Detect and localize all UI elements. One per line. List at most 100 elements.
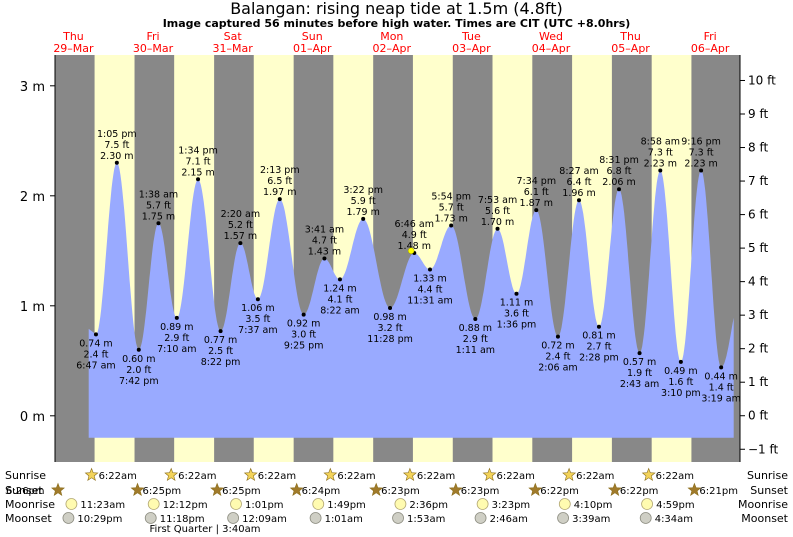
tide-event-time: 1:34 pm [178, 145, 218, 156]
tide-event-height: 1.43 m [308, 247, 341, 258]
row-label-right: Moonrise [738, 498, 788, 511]
moonrise-icon [394, 498, 407, 510]
moonrise-icon [476, 498, 489, 510]
moonrise-icon [312, 498, 325, 510]
tide-event-ft: 3.0 ft [291, 330, 316, 341]
tide-event-time: 2:20 am [221, 209, 260, 220]
sunset-time: 6:23pm [381, 486, 420, 497]
tide-event-height: 1.06 m [241, 303, 274, 314]
tide-event-time: 2:06 am [538, 363, 577, 374]
y-tick-label-ft: 2 ft [748, 342, 768, 356]
tide-event-time: 8:27 am [559, 166, 598, 177]
tide-event-time: 8:22 pm [201, 357, 241, 368]
moonrise-icon [65, 498, 78, 510]
tide-event-height: 1.33 m [413, 274, 446, 285]
y-tick-label-ft: −1 ft [748, 442, 779, 456]
chart-title: Balangan: rising neap tide at 1.5m (4.8f… [230, 0, 563, 18]
tide-event-dot [277, 197, 282, 202]
moonset-icon [474, 512, 487, 524]
tide-event-dot [136, 347, 141, 352]
sunset-icon [528, 482, 543, 496]
moonset-icon [639, 512, 652, 524]
tide-event-dot [301, 312, 306, 317]
moonset-time: 1:53am [407, 514, 445, 525]
tide-event-height: 1.70 m [481, 217, 514, 228]
day-label-date: 05–Apr [611, 42, 650, 55]
tide-event-time: 7:42 pm [119, 376, 159, 387]
sunset-time: 6:22pm [620, 486, 659, 497]
moonset-time: 4:34am [655, 514, 693, 525]
sunrise-icon [243, 467, 258, 481]
tide-event-height: 1.79 m [346, 207, 379, 218]
moonrise-time: 3:23pm [492, 500, 531, 511]
moonrise-icon [641, 498, 653, 510]
tide-event-height: 1.87 m [520, 198, 553, 209]
tide-event-height: 0.89 m [160, 322, 193, 333]
y-tick-label-ft: 0 ft [748, 409, 768, 423]
tide-events: 0.74 m2.4 ft6:47 am1:05 pm7.5 ft2.30 m0.… [76, 129, 741, 405]
tide-event-height: 1.97 m [263, 187, 296, 198]
tide-curve [88, 162, 734, 438]
tide-event-ft: 4.1 ft [327, 294, 352, 305]
tide-event-dot [555, 334, 560, 339]
tide-event-ft: 5.6 ft [485, 206, 510, 217]
y-tick-label-ft: 4 ft [748, 275, 768, 289]
sunrise-icon [641, 467, 656, 481]
day-label-date: 04–Apr [532, 42, 571, 55]
row-label-right: Moonset [741, 512, 788, 525]
sunset-icon [130, 482, 145, 496]
tide-event-time: 1:11 am [456, 345, 495, 356]
moonset-icon [144, 512, 157, 524]
tide-event-time: 11:28 pm [367, 334, 413, 345]
tide-event-height: 2.15 m [181, 167, 214, 178]
tide-event-dot [114, 160, 119, 165]
tide-event-height: 0.88 m [459, 323, 492, 334]
tide-event-time: 3:41 am [305, 225, 344, 236]
tide-event-ft: 7.3 ft [648, 148, 673, 159]
tide-event-dot [238, 241, 243, 246]
tide-event-ft: 2.9 ft [463, 334, 488, 345]
moonset-time: 1:01am [325, 514, 363, 525]
day-label-dow: Mon [380, 30, 403, 43]
sunrise-time: 6:22am [417, 471, 455, 482]
y-tick-label-ft: 3 ft [748, 308, 768, 322]
y-tick-label-ft: 5 ft [748, 241, 768, 255]
y-tick-label-ft: 10 ft [748, 73, 776, 87]
tide-event-ft: 6.8 ft [607, 166, 632, 177]
tide-event-ft: 5.7 ft [439, 203, 464, 214]
tide-event-height: 2.23 m [644, 159, 677, 170]
day-label-dow: Sun [302, 30, 323, 43]
sunrise-time: 6:22am [576, 471, 614, 482]
tide-event-ft: 2.9 ft [164, 333, 189, 344]
sunset-icon [369, 482, 384, 496]
tide-event-height: 0.98 m [373, 312, 406, 323]
tide-event-height: 1.11 m [500, 298, 533, 309]
tide-event-dot [473, 317, 478, 321]
sunset-icon [51, 482, 65, 496]
day-label-date: 01–Apr [293, 42, 332, 55]
tide-event-dot [678, 359, 683, 364]
moonrise-icon [147, 498, 160, 510]
moonrise-time: 11:23am [80, 500, 125, 511]
tide-event-ft: 2.7 ft [586, 342, 611, 353]
row-label-left: Moonrise [5, 498, 55, 511]
tide-event-dot [514, 291, 519, 296]
tide-event-height: 1.75 m [142, 211, 175, 222]
moonset-time: 10:29pm [77, 514, 122, 525]
sunrise-time: 6:22am [258, 471, 296, 482]
tide-event-dot [534, 208, 539, 213]
tide-event-time: 2:43 am [620, 379, 659, 390]
day-label-date: 29–Mar [53, 42, 94, 55]
tide-event-time: 2:28 pm [579, 353, 619, 364]
tide-event-dot [156, 221, 161, 226]
tide-event-ft: 2.4 ft [545, 352, 570, 363]
tide-event-dot [596, 324, 601, 329]
y-tick-label-m: 2 m [20, 190, 45, 205]
tide-event-time: 6:46 am [395, 219, 434, 230]
tide-event-ft: 7.5 ft [104, 140, 129, 151]
day-label-dow: Fri [704, 30, 717, 43]
moonset-time: 2:46am [490, 514, 528, 525]
tide-event-time: 8:22 am [320, 305, 359, 316]
